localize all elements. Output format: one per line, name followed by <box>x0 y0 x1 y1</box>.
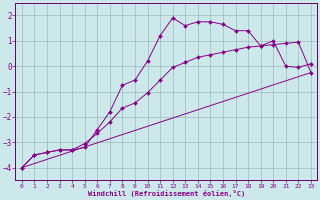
X-axis label: Windchill (Refroidissement éolien,°C): Windchill (Refroidissement éolien,°C) <box>88 190 245 197</box>
